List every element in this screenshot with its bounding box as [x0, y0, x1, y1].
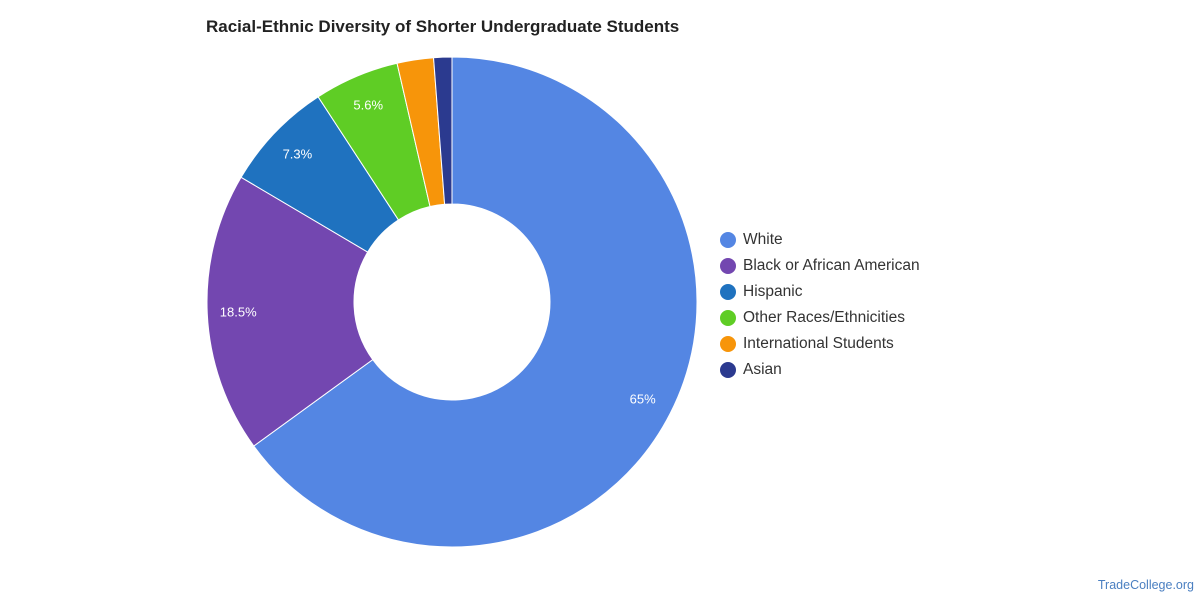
- slices-group: [206, 56, 698, 548]
- data-label-black-or-african-american: 18.5%: [220, 305, 257, 320]
- legend-item-white[interactable]: White: [720, 227, 920, 253]
- legend-label: International Students: [743, 335, 894, 352]
- slice-white[interactable]: [253, 56, 698, 548]
- slice-asian[interactable]: [433, 56, 453, 205]
- legend-item-hispanic[interactable]: Hispanic: [720, 279, 920, 305]
- legend-item-black-or-african-american[interactable]: Black or African American: [720, 253, 920, 279]
- legend-swatch-icon: [720, 362, 736, 378]
- data-label-white: 65%: [630, 392, 656, 407]
- legend-swatch-icon: [720, 284, 736, 300]
- source-credit-link[interactable]: TradeCollege.org: [1097, 578, 1194, 592]
- legend-item-other-races-ethnicities[interactable]: Other Races/Ethnicities: [720, 305, 920, 331]
- legend-label: Hispanic: [743, 283, 803, 300]
- legend: White Black or African American Hispanic Ot…: [720, 227, 920, 383]
- legend-swatch-icon: [720, 232, 736, 248]
- legend-item-international-students[interactable]: International Students: [720, 331, 920, 357]
- legend-swatch-icon: [720, 310, 736, 326]
- legend-item-asian[interactable]: Asian: [720, 357, 920, 383]
- data-label-other-races-ethnicities: 5.6%: [353, 98, 383, 113]
- legend-label: White: [743, 231, 783, 248]
- legend-swatch-icon: [720, 336, 736, 352]
- chart-title: Racial-Ethnic Diversity of Shorter Under…: [206, 17, 680, 36]
- legend-label: Other Races/Ethnicities: [743, 309, 905, 326]
- data-labels-group: 65% 18.5% 7.3% 5.6%: [220, 98, 656, 407]
- legend-label: Black or African American: [743, 257, 920, 274]
- data-label-hispanic: 7.3%: [283, 147, 313, 162]
- legend-swatch-icon: [720, 258, 736, 274]
- slice-black-or-african-american[interactable]: [206, 176, 374, 447]
- legend-label: Asian: [743, 361, 782, 378]
